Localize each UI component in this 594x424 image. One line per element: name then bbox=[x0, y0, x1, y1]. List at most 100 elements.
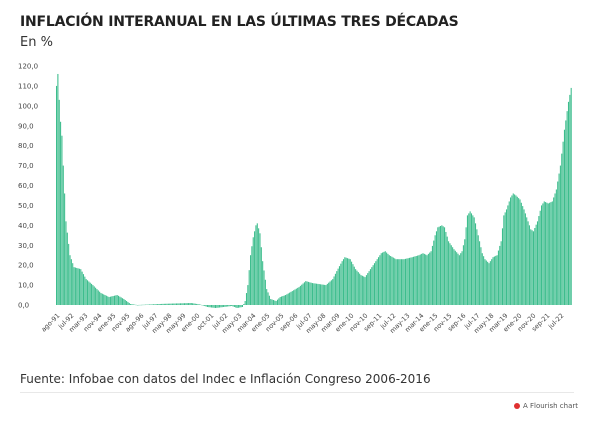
chart-bar bbox=[392, 257, 394, 305]
chart-bar bbox=[256, 223, 258, 305]
chart-bar bbox=[206, 305, 208, 307]
chart-bar bbox=[196, 303, 198, 305]
chart-bar bbox=[89, 282, 91, 305]
chart-bar bbox=[240, 305, 242, 308]
chart-bar bbox=[326, 283, 328, 305]
chart-bar bbox=[341, 261, 343, 305]
chart-bar bbox=[88, 281, 90, 305]
chart-bar bbox=[355, 269, 357, 305]
chart-bar bbox=[496, 255, 498, 305]
chart-bar bbox=[386, 252, 388, 305]
chart-bar bbox=[232, 305, 234, 307]
chart-bar bbox=[483, 256, 485, 305]
y-tick-label: 80,0 bbox=[18, 142, 34, 150]
chart-bar bbox=[202, 305, 204, 306]
chart-bar bbox=[316, 283, 318, 305]
chart-bar bbox=[419, 254, 421, 305]
chart-bar bbox=[410, 257, 412, 305]
chart-bar bbox=[65, 221, 67, 305]
chart-bar bbox=[266, 289, 268, 305]
chart-bar bbox=[536, 221, 539, 305]
chart-bar bbox=[126, 301, 128, 305]
chart-bar bbox=[338, 266, 340, 305]
chart-bar bbox=[283, 295, 285, 305]
chart-bar bbox=[505, 209, 508, 305]
chart-bar bbox=[279, 297, 281, 305]
chart-bar bbox=[501, 228, 504, 305]
chart-bar bbox=[448, 241, 450, 305]
chart-bar bbox=[347, 258, 349, 305]
chart-bar bbox=[188, 303, 190, 305]
chart-bar bbox=[481, 253, 483, 305]
chart-bar bbox=[468, 213, 470, 305]
chart-bar bbox=[407, 258, 409, 305]
chart-bar bbox=[57, 73, 59, 305]
chart-bar bbox=[107, 296, 109, 305]
chart-bar bbox=[538, 216, 540, 305]
chart-bar bbox=[268, 295, 270, 305]
chart-bar bbox=[329, 281, 331, 305]
chart-bar bbox=[77, 268, 79, 305]
chart-bar bbox=[396, 259, 398, 305]
chart-bar bbox=[479, 241, 481, 305]
source-note: Fuente: Infobae con datos del Indec e In… bbox=[20, 372, 431, 386]
chart-bar bbox=[313, 283, 315, 305]
chart-bar bbox=[271, 299, 273, 305]
chart-bar bbox=[464, 239, 466, 305]
chart-bar bbox=[182, 303, 184, 305]
chart-bar bbox=[267, 292, 269, 305]
chart-bar bbox=[462, 245, 464, 305]
chart-bar bbox=[485, 260, 487, 305]
chart-bar bbox=[93, 286, 95, 305]
chart-bar bbox=[334, 273, 336, 305]
chart-bar bbox=[554, 193, 556, 305]
chart-bar bbox=[487, 261, 489, 305]
flourish-credit-link[interactable]: A Flourish chart bbox=[513, 402, 578, 410]
chart-bar bbox=[317, 283, 319, 305]
chart-bar bbox=[224, 305, 226, 307]
chart-bar bbox=[351, 261, 353, 305]
chart-bar bbox=[512, 193, 514, 305]
chart-bar bbox=[461, 251, 463, 305]
chart-bar bbox=[276, 299, 279, 305]
chart-title: INFLACIÓN INTERANUAL EN LAS ÚLTIMAS TRES… bbox=[20, 14, 459, 30]
chart-bar bbox=[543, 201, 545, 305]
chart-bar bbox=[493, 256, 495, 305]
chart-bar bbox=[415, 256, 417, 305]
chart-bar bbox=[264, 279, 266, 305]
chart-bar bbox=[286, 294, 288, 305]
flourish-logo-icon bbox=[513, 403, 520, 409]
chart-bar bbox=[86, 280, 89, 305]
chart-bar bbox=[400, 259, 402, 305]
chart-bar bbox=[391, 256, 393, 305]
chart-bar bbox=[105, 295, 107, 305]
chart-bar bbox=[169, 303, 171, 305]
chart-bar bbox=[151, 304, 153, 305]
chart-bar bbox=[293, 290, 295, 305]
chart-bar bbox=[157, 304, 159, 305]
chart-bar bbox=[117, 295, 120, 305]
chart-bar bbox=[507, 205, 509, 305]
chart-bar bbox=[373, 263, 376, 305]
chart-bar bbox=[262, 261, 264, 305]
chart-bar bbox=[422, 253, 424, 305]
y-tick-label: 20,0 bbox=[18, 262, 34, 270]
chart-bar bbox=[175, 303, 177, 305]
chart-bar bbox=[255, 225, 257, 305]
chart-bar bbox=[309, 282, 311, 305]
chart-bar bbox=[460, 253, 462, 305]
chart-bar bbox=[153, 304, 155, 305]
chart-bar bbox=[69, 255, 71, 305]
chart-bar bbox=[108, 297, 110, 305]
chart-bar bbox=[171, 303, 173, 305]
chart-bar bbox=[243, 304, 245, 305]
chart-bar bbox=[217, 305, 219, 308]
chart-bar bbox=[307, 281, 310, 305]
chart-bar bbox=[408, 257, 411, 305]
chart-bar bbox=[116, 295, 118, 305]
chart-bar bbox=[356, 270, 358, 305]
chart-bar bbox=[383, 251, 385, 305]
chart-bar bbox=[352, 264, 354, 305]
chart-bar bbox=[214, 305, 217, 308]
chart-bar bbox=[340, 263, 342, 305]
